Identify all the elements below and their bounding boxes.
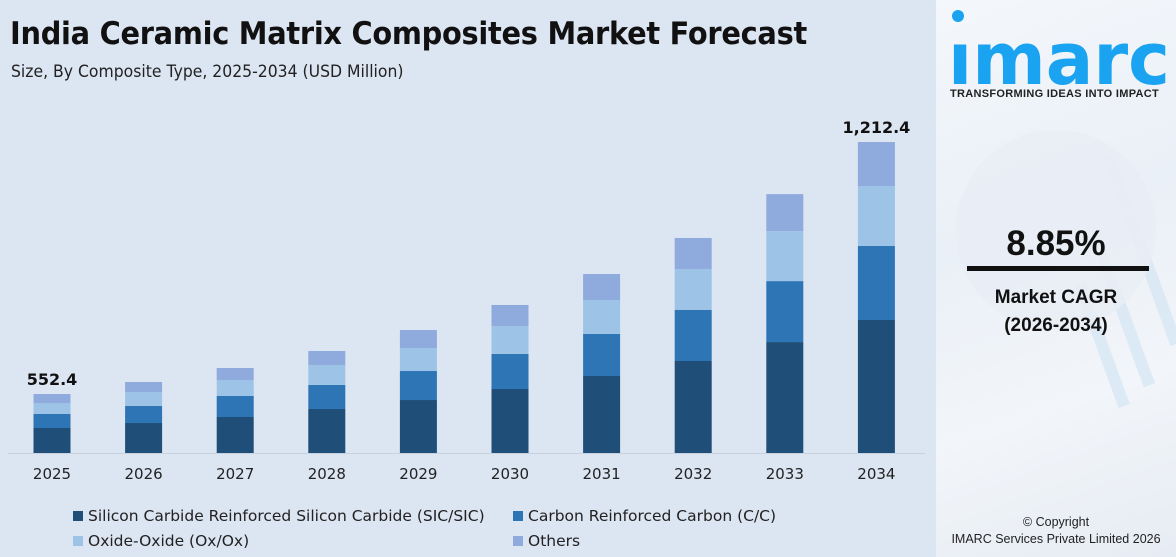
bar-segment-2031-0 (583, 376, 621, 453)
bar-segment-2028-3 (308, 350, 346, 365)
x-tick-label: 2028 (308, 465, 346, 483)
legend-swatch (73, 536, 83, 546)
legend-swatch (513, 536, 523, 546)
cagr-value: 8.85% (1006, 224, 1106, 263)
bar-segment-2027-3 (216, 368, 254, 381)
bar-segment-2025-0 (33, 428, 71, 453)
bar-segment-2032-1 (674, 309, 712, 362)
chart-subtitle: Size, By Composite Type, 2025-2034 (USD … (11, 62, 404, 82)
x-tick-label: 2031 (583, 465, 621, 483)
data-label: 1,212.4 (842, 118, 910, 137)
divider (967, 266, 1149, 271)
bar-segment-2033-3 (766, 194, 804, 232)
bar-segment-2029-2 (399, 348, 437, 372)
bar-segment-2029-1 (399, 371, 437, 401)
bar-segment-2030-3 (491, 304, 529, 326)
bar-segment-2025-2 (33, 403, 71, 415)
stacked-bar-chart: 2025 552.4 2026 2027 2028 2029 2030 2031 2032 203… (8, 118, 925, 483)
info-sidebar: ımarc TRANSFORMING IDEAS INTO IMPACT 8.8… (936, 0, 1176, 557)
legend-item-sic: Silicon Carbide Reinforced Silicon Carbi… (73, 507, 485, 525)
legend-label: Others (528, 532, 581, 550)
bar-segment-2028-1 (308, 384, 346, 409)
bar-segment-2028-2 (308, 364, 346, 385)
chart-panel: India Ceramic Matrix Composites Market F… (8, 16, 925, 550)
legend-label: Carbon Reinforced Carbon (C/C) (528, 507, 777, 525)
svg-text:ımarc: ımarc (948, 17, 1170, 90)
bar-segment-2033-2 (766, 231, 804, 282)
bar-segment-2031-2 (583, 300, 621, 335)
bar-segment-2026-3 (125, 382, 163, 393)
bar-segment-2029-0 (399, 400, 437, 453)
bar-segment-2030-1 (491, 353, 529, 389)
tagline: TRANSFORMING IDEAS INTO IMPACT (950, 88, 1160, 100)
bar-segment-2027-1 (216, 396, 254, 418)
legend-label: Silicon Carbide Reinforced Silicon Carbi… (88, 507, 485, 525)
x-tick-label: 2029 (399, 465, 437, 483)
bar-segment-2026-0 (125, 423, 163, 453)
copyright-text: © Copyright (1022, 515, 1090, 529)
bar-segment-2029-3 (399, 330, 437, 349)
bar-segment-2032-3 (674, 237, 712, 269)
bar-segment-2031-3 (583, 274, 621, 301)
legend-swatch (513, 511, 523, 521)
imarc-logo: ımarc (948, 10, 1170, 90)
bar-segment-2032-2 (674, 268, 712, 310)
x-tick-label: 2027 (216, 465, 254, 483)
copyright: © Copyright IMARC Services Private Limit… (936, 514, 1176, 548)
cagr-period: (2026-2034) (1004, 315, 1108, 336)
bar-segment-2031-1 (583, 334, 621, 377)
bar-segment-2026-1 (125, 406, 163, 424)
bar-segment-2034-0 (857, 320, 895, 453)
data-label: 552.4 (27, 370, 78, 389)
chart-title: India Ceramic Matrix Composites Market F… (10, 16, 807, 52)
legend-item-oxox: Oxide-Oxide (Ox/Ox) (73, 532, 249, 550)
x-tick-label: 2030 (491, 465, 529, 483)
x-tick-label: 2033 (766, 465, 804, 483)
bar-segment-2027-0 (216, 417, 254, 453)
legend-label: Oxide-Oxide (Ox/Ox) (88, 532, 250, 550)
bar-segment-2028-0 (308, 408, 346, 453)
x-tick-label: 2026 (125, 465, 163, 483)
bar-segment-2026-2 (125, 392, 163, 407)
bar-segment-2032-0 (674, 361, 712, 453)
cagr-label-text: Market CAGR (994, 287, 1118, 308)
legend-swatch (73, 511, 83, 521)
x-tick-label: 2025 (33, 465, 71, 483)
bar-segment-2034-1 (857, 246, 895, 321)
company-name: IMARC Services Private Limited 2026 (951, 532, 1161, 546)
bar-segment-2027-2 (216, 380, 254, 397)
bar-segment-2030-2 (491, 325, 529, 354)
bar-segment-2034-2 (857, 186, 895, 247)
legend-item-cc: Carbon Reinforced Carbon (C/C) (513, 507, 776, 525)
x-tick-label: 2032 (674, 465, 712, 483)
bar-segment-2033-1 (766, 281, 804, 343)
bar-segment-2030-0 (491, 388, 529, 453)
legend-item-others: Others (513, 532, 580, 550)
cagr-label: Market CAGR (2026-2034) (936, 284, 1176, 340)
bar-segment-2033-0 (766, 342, 804, 453)
bar-segment-2025-1 (33, 414, 71, 429)
bar-segment-2025-3 (33, 394, 71, 404)
bar-segment-2034-3 (857, 142, 895, 187)
x-tick-label: 2034 (857, 465, 895, 483)
